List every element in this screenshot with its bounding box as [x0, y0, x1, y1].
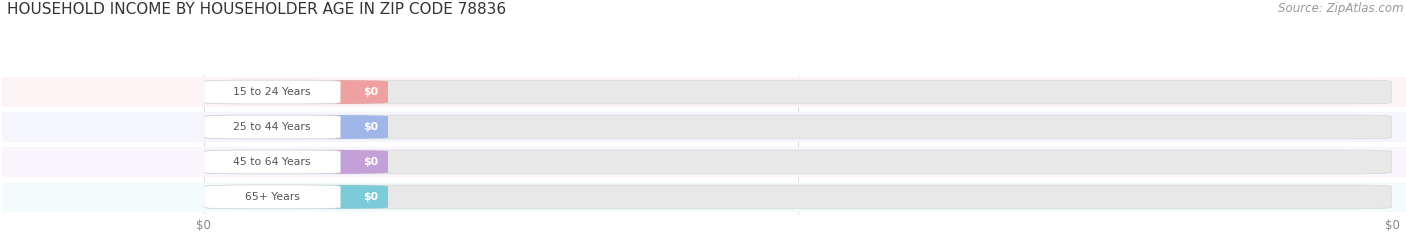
Text: 15 to 24 Years: 15 to 24 Years — [233, 87, 311, 97]
FancyBboxPatch shape — [204, 80, 340, 104]
Text: $0: $0 — [363, 157, 378, 167]
FancyBboxPatch shape — [204, 185, 388, 209]
FancyBboxPatch shape — [204, 150, 340, 174]
Text: 45 to 64 Years: 45 to 64 Years — [233, 157, 311, 167]
Text: $0: $0 — [363, 192, 378, 202]
FancyBboxPatch shape — [204, 115, 388, 139]
FancyBboxPatch shape — [204, 80, 1392, 104]
Text: Source: ZipAtlas.com: Source: ZipAtlas.com — [1278, 2, 1403, 15]
Text: $0: $0 — [363, 122, 378, 132]
FancyBboxPatch shape — [204, 80, 388, 104]
FancyBboxPatch shape — [204, 185, 1392, 209]
FancyBboxPatch shape — [1, 147, 1406, 177]
FancyBboxPatch shape — [204, 185, 340, 209]
Text: 65+ Years: 65+ Years — [245, 192, 299, 202]
FancyBboxPatch shape — [1, 77, 1406, 107]
FancyBboxPatch shape — [204, 150, 1392, 174]
FancyBboxPatch shape — [1, 182, 1406, 212]
Text: HOUSEHOLD INCOME BY HOUSEHOLDER AGE IN ZIP CODE 78836: HOUSEHOLD INCOME BY HOUSEHOLDER AGE IN Z… — [7, 2, 506, 17]
FancyBboxPatch shape — [1, 112, 1406, 142]
FancyBboxPatch shape — [204, 115, 340, 139]
Text: $0: $0 — [363, 87, 378, 97]
FancyBboxPatch shape — [204, 115, 1392, 139]
Text: 25 to 44 Years: 25 to 44 Years — [233, 122, 311, 132]
FancyBboxPatch shape — [204, 150, 388, 174]
